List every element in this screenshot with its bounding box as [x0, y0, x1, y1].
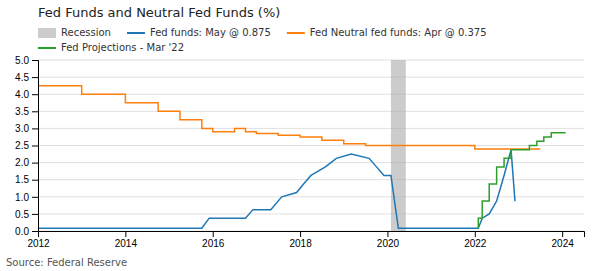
legend-item: Fed Neutral fed funds: Apr @ 0.375 — [287, 27, 487, 38]
grid-line — [38, 196, 584, 197]
y-tick-mark — [32, 94, 38, 95]
y-tick-label: 0.0 — [15, 226, 29, 237]
y-tick-label: 0.5 — [15, 209, 29, 220]
y-tick: 1.0 — [15, 192, 38, 203]
legend-swatch — [287, 32, 305, 34]
series-line — [38, 150, 515, 228]
y-tick-label: 1.0 — [15, 192, 29, 203]
x-axis: 2012 2014 2016 2018 2020 2022 2024 — [27, 231, 584, 249]
x-tick-label: 2014 — [115, 238, 138, 249]
legend: Recession Fed funds: May @ 0.875 Fed Neutr… — [38, 27, 487, 53]
chart: 2012 2014 2016 2018 2020 2022 2024 0.0 0.5 1.0 1.5… — [0, 0, 600, 271]
y-tick-mark — [32, 146, 38, 147]
y-tick-mark — [32, 231, 38, 232]
x-tick-mark — [562, 231, 563, 237]
title: Fed Funds and Neutral Fed Funds (%) — [38, 5, 280, 20]
x-tick: 2012 — [27, 231, 50, 249]
y-tick: 3.5 — [15, 106, 38, 117]
x-tick-label: 2020 — [377, 238, 400, 249]
y-tick-label: 4.0 — [15, 89, 29, 100]
y-tick-label: 2.0 — [15, 157, 29, 168]
y-tick-mark — [32, 180, 38, 181]
y-axis-line — [32, 61, 39, 232]
legend-swatch — [127, 32, 145, 34]
x-tick: 2014 — [115, 231, 138, 249]
x-tick-mark — [300, 231, 301, 237]
plot-area — [38, 60, 566, 231]
y-tick: 4.5 — [15, 72, 38, 83]
x-tick-mark — [213, 231, 214, 237]
y-tick-mark — [32, 60, 38, 61]
y-tick-label: 4.5 — [15, 72, 29, 83]
source: Source: Federal Reserve — [6, 257, 127, 268]
y-tick-label: 5.0 — [15, 55, 29, 66]
grid-line — [38, 213, 584, 214]
grid-line — [38, 128, 584, 129]
legend-label: Fed funds: May @ 0.875 — [150, 27, 271, 38]
x-tick-label: 2012 — [27, 238, 50, 249]
y-tick-mark — [32, 214, 38, 215]
y-tick: 4.0 — [15, 89, 38, 100]
series-line — [38, 86, 540, 149]
y-tick: 1.5 — [15, 174, 38, 185]
x-tick-mark — [387, 231, 388, 237]
x-tick: 2018 — [289, 231, 312, 249]
x-tick: 2020 — [377, 231, 400, 249]
legend-item: Fed Projections - Mar '22 — [38, 42, 184, 53]
x-tick: 2024 — [552, 231, 575, 249]
legend-swatch — [38, 47, 56, 49]
x-tick-mark — [475, 231, 476, 237]
x-tick-label: 2016 — [202, 238, 225, 249]
y-tick: 5.0 — [15, 55, 38, 66]
y-axis: 0.0 0.5 1.0 1.5 2.0 2.5 3.0 3.5 4.0 4.5 5.0 — [15, 55, 38, 237]
y-tick: 0.0 — [15, 226, 38, 237]
grid-line — [38, 77, 584, 78]
x-tick-label: 2018 — [289, 238, 312, 249]
legend-item: Recession — [38, 27, 111, 38]
y-tick-mark — [32, 197, 38, 198]
legend-label: Recession — [61, 27, 111, 38]
y-tick: 2.5 — [15, 140, 38, 151]
legend-label: Fed Neutral fed funds: Apr @ 0.375 — [310, 27, 487, 38]
y-tick: 2.0 — [15, 157, 38, 168]
y-tick-mark — [32, 77, 38, 78]
y-tick: 0.5 — [15, 209, 38, 220]
legend-label: Fed Projections - Mar '22 — [61, 42, 184, 53]
y-tick-label: 3.0 — [15, 123, 29, 134]
x-tick: 2022 — [464, 231, 487, 249]
grid — [38, 60, 584, 231]
x-axis-line — [39, 232, 585, 238]
y-tick-mark — [32, 111, 38, 112]
x-tick-label: 2024 — [552, 238, 575, 249]
series-line — [478, 133, 565, 229]
x-tick-label: 2022 — [464, 238, 487, 249]
grid-line — [38, 60, 584, 61]
y-tick-label: 3.5 — [15, 106, 29, 117]
grid-line — [38, 145, 584, 146]
grid-line — [38, 162, 584, 163]
y-tick-label: 1.5 — [15, 174, 29, 185]
y-tick: 3.0 — [15, 123, 38, 134]
legend-item: Fed funds: May @ 0.875 — [127, 27, 271, 38]
x-tick-mark — [125, 231, 126, 237]
legend-swatch — [38, 28, 56, 38]
y-tick-mark — [32, 128, 38, 129]
x-tick: 2016 — [202, 231, 225, 249]
y-tick-mark — [32, 163, 38, 164]
y-tick-label: 2.5 — [15, 140, 29, 151]
grid-line — [38, 111, 584, 112]
